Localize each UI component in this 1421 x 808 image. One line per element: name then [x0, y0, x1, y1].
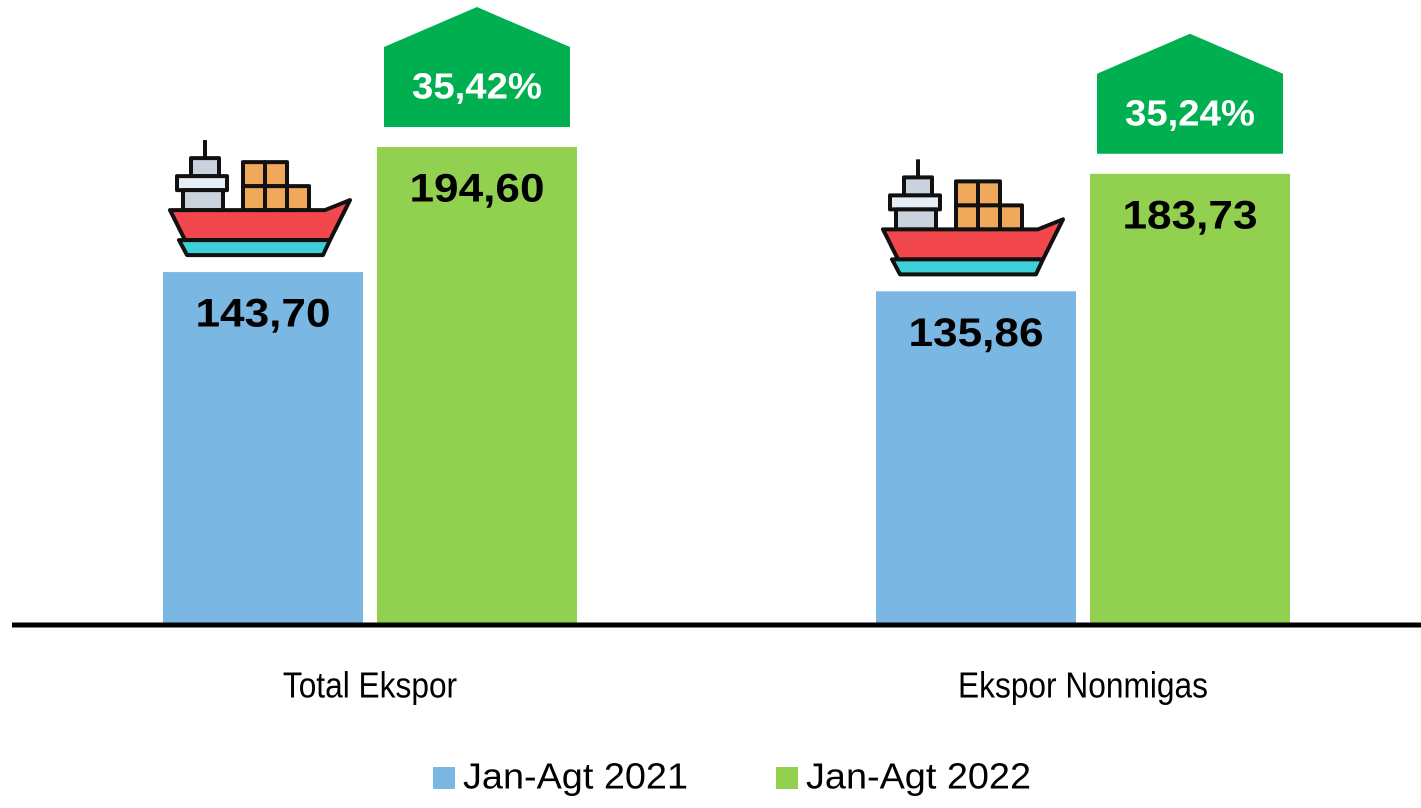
legend-label: Jan-Agt 2022	[806, 756, 1031, 797]
ship-container	[956, 205, 978, 229]
ship-container	[978, 181, 1000, 205]
legend-swatch	[776, 767, 798, 789]
ship-container	[243, 162, 265, 186]
ship-waterline	[892, 259, 1043, 274]
ship-container	[956, 181, 978, 205]
ship-container	[978, 205, 1000, 229]
x-tick-label: Ekspor Nonmigas	[958, 666, 1208, 706]
ship-container	[265, 186, 287, 210]
value-label: 194,60	[410, 167, 545, 211]
legend-label: Jan-Agt 2021	[463, 756, 688, 797]
growth-label: 35,42%	[412, 66, 542, 107]
ship-icon	[170, 140, 350, 255]
value-label: 143,70	[196, 292, 331, 336]
ship-cabin	[896, 209, 936, 229]
value-label: 183,73	[1123, 193, 1258, 237]
ship-container	[287, 186, 309, 210]
ship-container	[243, 186, 265, 210]
bar	[377, 147, 577, 625]
ship-cabin	[183, 190, 223, 210]
ship-cabin	[177, 176, 227, 190]
value-label: 135,86	[909, 311, 1044, 355]
ship-icon	[883, 159, 1063, 274]
ship-cabin	[191, 158, 219, 176]
ship-cabin	[890, 195, 940, 209]
ship-container	[1000, 205, 1022, 229]
ship-container	[265, 162, 287, 186]
ship-cabin	[904, 177, 932, 195]
legend-swatch	[433, 767, 455, 789]
growth-label: 35,24%	[1125, 92, 1255, 133]
bar	[1090, 174, 1290, 625]
x-tick-label: Total Ekspor	[283, 666, 457, 706]
chart: 143,70 194,60 35,42% Total Ekspor 135,86 183,…	[0, 0, 1421, 808]
ship-waterline	[179, 240, 330, 255]
